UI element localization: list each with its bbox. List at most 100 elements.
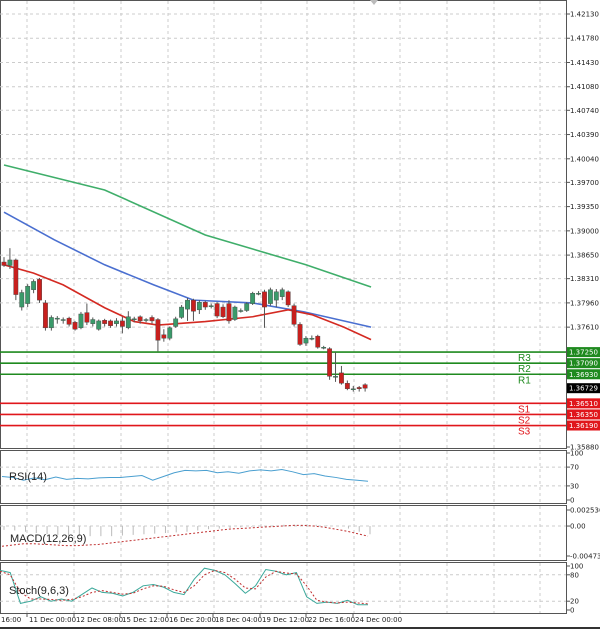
candle	[155, 319, 161, 341]
price-tick-label: 1.41080	[570, 83, 599, 91]
moving-average-line	[3, 264, 372, 341]
candle	[333, 376, 338, 378]
candle	[285, 291, 291, 306]
candle	[297, 324, 303, 345]
candle	[78, 313, 84, 329]
candle	[356, 387, 362, 390]
panel-frame	[0, 505, 567, 561]
price-tick-label: 1.40040	[570, 155, 599, 163]
candle	[250, 292, 256, 304]
time-tick-label: 18 Dec 04:00	[215, 616, 262, 624]
price-tick-label: 1.41780	[570, 35, 599, 43]
rsi-tick-label: 70	[570, 464, 579, 472]
candle	[344, 383, 350, 390]
candle	[208, 305, 214, 307]
moving-average-line	[3, 164, 372, 288]
price-tick-label: 1.40740	[570, 107, 599, 115]
candle	[309, 338, 315, 340]
rsi-tick-label: 100	[570, 450, 583, 458]
candle	[273, 291, 279, 301]
candle	[37, 279, 42, 301]
macd-label: MACD(12,26,9)	[10, 533, 86, 545]
candle	[173, 318, 179, 327]
candle	[90, 319, 96, 324]
candle	[125, 316, 131, 329]
pivot-price-tag	[567, 347, 600, 358]
candle	[362, 384, 368, 389]
candle	[279, 289, 285, 297]
price-tick-label: 1.41430	[570, 59, 599, 67]
pivot-price-label: 1.36190	[569, 422, 598, 430]
pivot-price-tag	[567, 398, 600, 409]
pivot-label-r2: R2	[518, 364, 531, 375]
macd-tick-label: -0.004736	[570, 553, 600, 561]
pivot-label-s3: S3	[518, 427, 531, 438]
candle	[350, 388, 356, 391]
candle	[191, 299, 196, 312]
macd-tick-label: 0.00	[570, 523, 586, 531]
candle	[108, 320, 113, 326]
candle	[179, 306, 184, 318]
pivot-price-tag	[567, 420, 600, 431]
candle	[238, 310, 244, 312]
candle	[7, 259, 13, 266]
pivot-price-label: 1.36350	[569, 411, 598, 419]
stoch-signal-line	[0, 569, 369, 605]
pivot-label-s1: S1	[518, 404, 531, 415]
price-tick-label: 1.39700	[570, 179, 599, 187]
pivot-label-s2: S2	[518, 415, 531, 426]
price-tick-label: 1.37960	[570, 299, 599, 307]
candle	[54, 317, 60, 320]
candle	[339, 372, 344, 384]
rsi-tick-label: 30	[570, 482, 579, 490]
rsi-line	[1, 468, 369, 482]
panel-frame	[0, 0, 567, 449]
current-price-label: 1.36729	[569, 385, 598, 393]
candle	[72, 322, 78, 330]
price-tick-label: 1.39000	[570, 227, 599, 235]
candle	[31, 281, 36, 290]
candle	[315, 335, 321, 348]
price-tick-label: 1.39350	[570, 203, 599, 211]
candle	[25, 286, 31, 304]
pivot-price-tag	[567, 369, 600, 380]
pivot-price-tag	[567, 409, 600, 420]
candle	[167, 327, 173, 339]
price-tick-label: 1.38310	[570, 275, 599, 283]
candle	[48, 317, 54, 329]
time-tick-label: 12 Dec 08:00	[76, 616, 123, 624]
price-tick-label: 1.38650	[570, 252, 599, 260]
candle	[161, 334, 167, 339]
panel-frame	[0, 562, 567, 614]
candle	[220, 306, 226, 317]
price-tick-label: 1.35880	[570, 444, 599, 452]
time-tick-label: 19 Dec 12:00	[262, 616, 309, 624]
stoch-label: Stoch(9,6,3)	[9, 585, 69, 597]
pivot-label-r1: R1	[518, 375, 531, 386]
stoch-tick-label: 80	[570, 571, 579, 579]
current-price-tag	[567, 383, 600, 394]
candle	[202, 302, 208, 308]
candle	[131, 318, 137, 321]
macd-tick-label: 0.002536	[570, 507, 600, 515]
candle	[232, 306, 238, 320]
pivot-price-label: 1.36510	[569, 400, 598, 408]
candle	[214, 303, 220, 317]
price-tick-label: 1.40390	[570, 131, 599, 139]
candle	[84, 312, 90, 323]
candle	[256, 292, 261, 295]
pivot-price-label: 1.37090	[569, 360, 598, 368]
candle	[1, 261, 7, 266]
price-tick-label: 1.37610	[570, 324, 599, 332]
shift-marker-icon	[370, 0, 378, 5]
macd-signal-line	[1, 524, 369, 547]
time-tick-label: 22 Dec 16:00	[308, 616, 355, 624]
pivot-price-label: 1.37250	[569, 349, 598, 357]
candle	[291, 305, 297, 325]
candle	[60, 319, 66, 321]
candle	[268, 289, 273, 304]
candle	[244, 303, 250, 311]
candle	[196, 302, 202, 311]
pivot-price-tag	[567, 358, 600, 369]
